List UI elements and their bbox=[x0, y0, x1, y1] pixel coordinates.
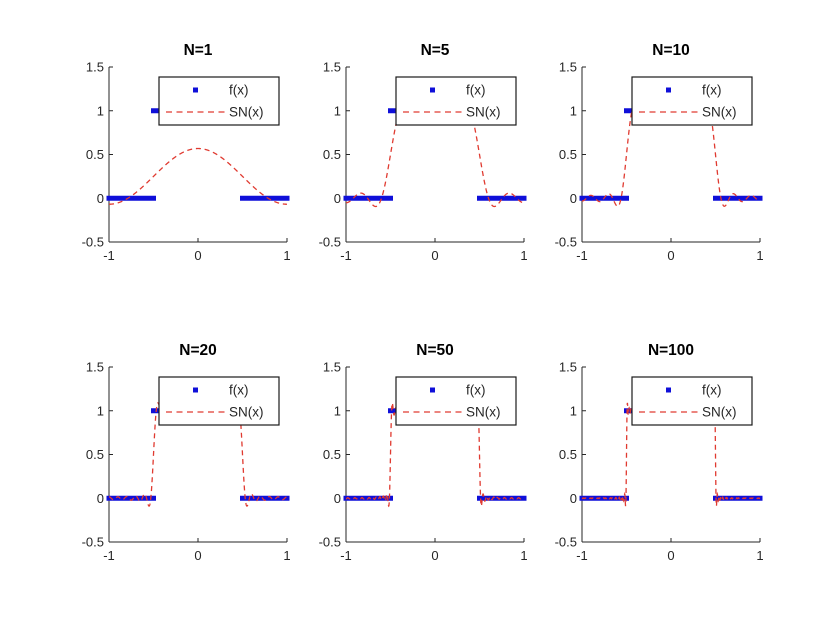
subplot-title: N=5 bbox=[421, 42, 450, 59]
legend-label-fx: f(x) bbox=[466, 83, 486, 98]
x-tick-label: 1 bbox=[520, 548, 527, 563]
legend-label-snx: SN(x) bbox=[466, 105, 501, 120]
legend: f(x) SN(x) bbox=[631, 376, 753, 426]
x-tick-label: -1 bbox=[340, 248, 352, 263]
y-tick-label: -0.5 bbox=[82, 535, 104, 550]
x-tick-label: 1 bbox=[283, 248, 290, 263]
y-tick-label: 0 bbox=[97, 191, 104, 206]
x-tick-label: 1 bbox=[283, 548, 290, 563]
y-tick-label: 0.5 bbox=[559, 447, 577, 462]
y-tick-label: 1.5 bbox=[323, 360, 341, 375]
x-tick-label: 1 bbox=[756, 548, 763, 563]
legend-label-fx: f(x) bbox=[702, 83, 722, 98]
y-tick-label: 0 bbox=[570, 491, 577, 506]
sn-curve bbox=[109, 147, 287, 205]
legend-marker-square bbox=[430, 387, 435, 393]
subplot-title: N=10 bbox=[652, 42, 690, 59]
legend: f(x) SN(x) bbox=[158, 76, 280, 126]
legend-box bbox=[395, 76, 517, 126]
y-tick-label: 1 bbox=[334, 103, 341, 118]
y-tick-label: -0.5 bbox=[82, 235, 104, 250]
legend-label-snx: SN(x) bbox=[229, 405, 264, 420]
x-tick-label: 0 bbox=[431, 248, 438, 263]
legend-marker-square bbox=[666, 387, 671, 393]
x-tick-label: -1 bbox=[103, 548, 115, 563]
x-tick-label: -1 bbox=[576, 248, 588, 263]
subplot-title: N=100 bbox=[648, 342, 694, 359]
legend-label-snx: SN(x) bbox=[229, 105, 264, 120]
legend-box bbox=[158, 76, 280, 126]
subplot-title: N=1 bbox=[184, 42, 213, 59]
legend: f(x) SN(x) bbox=[158, 376, 280, 426]
legend-marker-square bbox=[666, 87, 671, 93]
x-tick-label: -1 bbox=[576, 548, 588, 563]
subplot-N=20: -0.5 0 0.5 1 1.5 -1 0 1 N=20 f(x) SN(x) bbox=[82, 342, 291, 563]
y-tick-label: 1 bbox=[97, 103, 104, 118]
x-tick-label: -1 bbox=[103, 248, 115, 263]
y-tick-label: 0.5 bbox=[86, 147, 104, 162]
y-tick-label: -0.5 bbox=[555, 235, 577, 250]
x-tick-label: 1 bbox=[756, 248, 763, 263]
legend-label-fx: f(x) bbox=[702, 383, 722, 398]
legend-label-fx: f(x) bbox=[229, 83, 249, 98]
legend-marker-square bbox=[430, 87, 435, 93]
y-tick-label: 0.5 bbox=[559, 147, 577, 162]
x-tick-label: 0 bbox=[194, 248, 201, 263]
y-tick-label: 1.5 bbox=[559, 60, 577, 75]
y-tick-label: 1.5 bbox=[559, 360, 577, 375]
subplot-N=10: -0.5 0 0.5 1 1.5 -1 0 1 N=10 f(x) SN(x) bbox=[555, 42, 764, 263]
legend-label-snx: SN(x) bbox=[702, 105, 737, 120]
subplot-title: N=20 bbox=[179, 342, 217, 359]
y-tick-label: 1 bbox=[334, 403, 341, 418]
legend-marker-square bbox=[193, 87, 198, 93]
y-tick-label: 0.5 bbox=[323, 447, 341, 462]
y-tick-label: -0.5 bbox=[319, 535, 341, 550]
legend-label-snx: SN(x) bbox=[466, 405, 501, 420]
y-tick-label: 0 bbox=[97, 491, 104, 506]
x-tick-label: 0 bbox=[667, 248, 674, 263]
legend-box bbox=[395, 376, 517, 426]
subplot-N=50: -0.5 0 0.5 1 1.5 -1 0 1 N=50 f(x) SN(x) bbox=[319, 342, 528, 563]
y-tick-label: 0 bbox=[570, 191, 577, 206]
legend-label-snx: SN(x) bbox=[702, 405, 737, 420]
legend-marker-square bbox=[193, 387, 198, 393]
legend: f(x) SN(x) bbox=[631, 76, 753, 126]
x-tick-label: 0 bbox=[667, 548, 674, 563]
y-tick-label: -0.5 bbox=[319, 235, 341, 250]
legend-box bbox=[631, 76, 753, 126]
legend-label-fx: f(x) bbox=[229, 383, 249, 398]
x-tick-label: 0 bbox=[194, 548, 201, 563]
subplot-N=5: -0.5 0 0.5 1 1.5 -1 0 1 N=5 f(x) SN(x) bbox=[319, 42, 528, 263]
subplot-title: N=50 bbox=[416, 342, 454, 359]
legend-box bbox=[631, 376, 753, 426]
y-tick-label: 1.5 bbox=[323, 60, 341, 75]
y-tick-label: 1 bbox=[97, 403, 104, 418]
y-tick-label: 0.5 bbox=[323, 147, 341, 162]
sn-curve bbox=[581, 402, 761, 507]
y-tick-label: 1 bbox=[570, 403, 577, 418]
x-tick-label: 0 bbox=[431, 548, 438, 563]
y-tick-label: -0.5 bbox=[555, 535, 577, 550]
legend: f(x) SN(x) bbox=[395, 376, 517, 426]
y-tick-label: 0 bbox=[334, 491, 341, 506]
subplot-N=100: -0.5 0 0.5 1 1.5 -1 0 1 N=100 f(x) SN(x) bbox=[555, 342, 764, 563]
legend-box bbox=[158, 376, 280, 426]
y-tick-label: 0.5 bbox=[86, 447, 104, 462]
y-tick-label: 0 bbox=[334, 191, 341, 206]
y-tick-label: 1.5 bbox=[86, 360, 104, 375]
legend-label-fx: f(x) bbox=[466, 383, 486, 398]
subplot-N=1: -0.5 0 0.5 1 1.5 -1 0 1 N=1 f(x) SN(x) bbox=[82, 42, 291, 263]
y-tick-label: 1.5 bbox=[86, 60, 104, 75]
x-tick-label: 1 bbox=[520, 248, 527, 263]
y-tick-label: 1 bbox=[570, 103, 577, 118]
legend: f(x) SN(x) bbox=[395, 76, 517, 126]
x-tick-label: -1 bbox=[340, 548, 352, 563]
